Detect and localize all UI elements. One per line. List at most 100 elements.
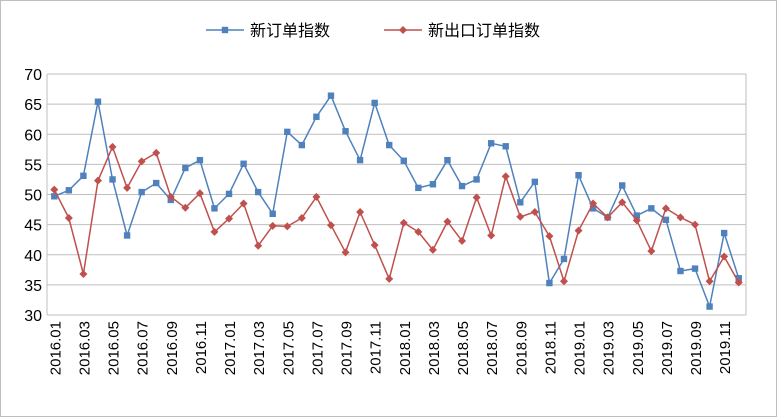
x-tick-label: 2019.03 (601, 321, 618, 375)
legend-marker (221, 26, 229, 34)
x-tick-label: 2016.11 (193, 321, 210, 374)
data-point (284, 128, 291, 136)
y-tick-label: 65 (24, 97, 42, 114)
data-point (225, 190, 233, 198)
data-point (108, 142, 117, 151)
data-point (428, 245, 437, 254)
x-tick-label: 2016.07 (135, 321, 152, 375)
data-point (429, 181, 437, 188)
series-2 (50, 142, 743, 287)
data-point (400, 157, 407, 164)
data-point (109, 176, 116, 183)
x-tick-label: 2016.03 (76, 321, 93, 375)
data-point (312, 192, 321, 201)
data-point (196, 156, 204, 164)
x-tick-label: 2017.01 (222, 321, 239, 375)
data-point (123, 183, 132, 192)
legend-label: 新出口订单指数 (428, 21, 540, 40)
data-point (399, 218, 408, 227)
data-point (211, 205, 218, 212)
y-tick-label: 45 (24, 218, 42, 235)
legend-label: 新订单指数 (250, 21, 330, 40)
data-point (662, 216, 670, 224)
x-tick-label: 2017.11 (368, 321, 385, 374)
data-point (575, 172, 582, 179)
data-point (51, 193, 58, 200)
data-point (327, 92, 335, 99)
data-point (269, 210, 276, 217)
data-point (589, 199, 598, 208)
data-point (458, 236, 467, 245)
data-point (254, 188, 262, 196)
data-point (342, 128, 349, 135)
gridlines (46, 73, 747, 316)
data-point (298, 141, 306, 149)
data-point (414, 227, 423, 236)
data-point (65, 187, 73, 194)
data-point (239, 199, 248, 208)
data-point (195, 189, 204, 198)
data-point (64, 213, 73, 222)
data-point (225, 214, 234, 223)
y-tick-label: 55 (24, 157, 42, 174)
legend-marker (399, 26, 407, 34)
x-tick-label: 2016.09 (164, 321, 181, 375)
data-point (705, 277, 714, 286)
data-point (647, 247, 656, 256)
y-tick-label: 50 (24, 188, 42, 205)
data-point (691, 265, 699, 272)
legend: 新订单指数 新出口订单指数 (206, 21, 540, 40)
data-point (735, 275, 742, 282)
data-point (691, 220, 700, 229)
data-point (473, 176, 480, 183)
x-tick-label: 2018.05 (455, 321, 472, 375)
data-point (560, 255, 568, 263)
data-point (386, 141, 393, 149)
series-line (53, 146, 740, 283)
data-point (137, 157, 146, 166)
x-tick-label: 2019.09 (688, 321, 705, 375)
data-point (94, 98, 102, 105)
data-point (472, 193, 481, 202)
data-point (326, 221, 335, 230)
x-tick-label: 2019.05 (630, 321, 647, 375)
data-point (633, 212, 640, 219)
data-point (138, 188, 145, 196)
data-point (517, 199, 524, 206)
data-point (619, 182, 626, 189)
data-point (502, 143, 509, 150)
data-point (574, 226, 583, 235)
data-point (648, 205, 655, 212)
data-point (516, 212, 525, 221)
x-tick-label: 2019.11 (717, 321, 734, 374)
data-point (603, 213, 612, 222)
data-point (341, 248, 350, 257)
x-tick-label: 2016.01 (47, 321, 64, 375)
data-point (79, 270, 88, 279)
legend-item-2: 新出口订单指数 (384, 21, 540, 40)
data-point (356, 156, 364, 164)
legend-item-1: 新订单指数 (206, 21, 330, 40)
data-point (632, 216, 641, 225)
data-point (268, 221, 277, 230)
data-point (501, 172, 510, 181)
data-point (676, 213, 685, 222)
data-point (240, 160, 247, 167)
x-tick-label: 2017.05 (280, 321, 297, 375)
data-point (181, 203, 190, 212)
data-point (297, 213, 306, 222)
x-tick-label: 2019.07 (659, 321, 676, 375)
data-point (385, 274, 394, 283)
x-tick-label: 2017.07 (309, 321, 326, 375)
data-point (444, 156, 451, 164)
y-tick-label: 60 (24, 127, 42, 144)
data-point (589, 205, 597, 212)
data-point (356, 207, 365, 216)
x-tick-label: 2018.11 (542, 321, 559, 374)
data-point (487, 231, 496, 240)
y-tick-label: 30 (24, 308, 42, 325)
data-point (371, 99, 378, 107)
x-tick-label: 2019.01 (572, 321, 589, 375)
data-point (152, 148, 161, 157)
